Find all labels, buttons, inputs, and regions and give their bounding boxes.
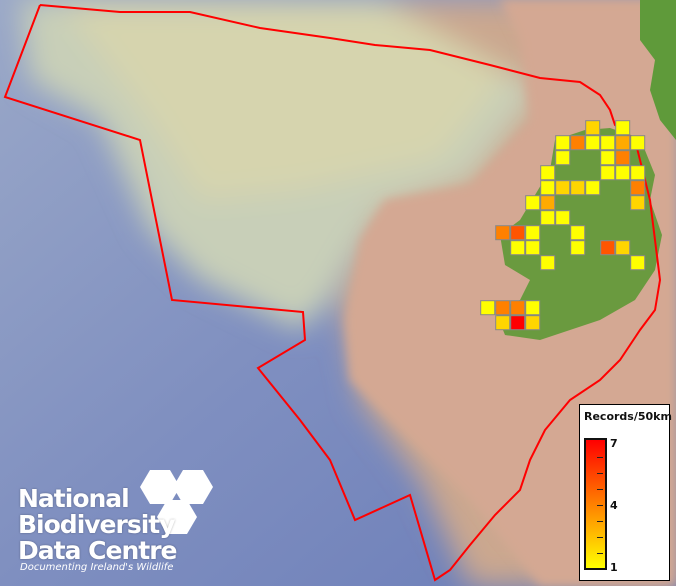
- record-cell[interactable]: [630, 255, 646, 271]
- legend-title: Records/50km: [584, 410, 672, 423]
- record-cell[interactable]: [570, 135, 586, 151]
- record-cell[interactable]: [630, 180, 646, 196]
- legend-mid-label: 4: [610, 499, 618, 512]
- logo-tagline: Documenting Ireland's Wildlife: [20, 562, 174, 573]
- record-cell[interactable]: [615, 150, 631, 166]
- record-cell[interactable]: [540, 195, 556, 211]
- record-grid: [480, 120, 646, 331]
- logo-line3: Data Centre: [18, 536, 177, 565]
- legend-tick: [597, 489, 603, 490]
- record-cell[interactable]: [495, 300, 511, 316]
- record-cell[interactable]: [525, 240, 541, 256]
- record-cell[interactable]: [540, 255, 556, 271]
- legend-tick: [597, 473, 603, 474]
- legend-tick: [597, 521, 603, 522]
- record-cell[interactable]: [600, 135, 616, 151]
- legend-min-label: 1: [610, 561, 618, 574]
- record-cell[interactable]: [510, 300, 526, 316]
- record-cell[interactable]: [510, 225, 526, 241]
- legend-color-ramp: [584, 438, 607, 570]
- record-cell[interactable]: [585, 135, 601, 151]
- record-cell[interactable]: [630, 195, 646, 211]
- record-cell[interactable]: [570, 180, 586, 196]
- record-cell[interactable]: [525, 315, 541, 331]
- record-cell[interactable]: [585, 120, 601, 136]
- legend-tick: [597, 553, 603, 554]
- record-cell[interactable]: [555, 150, 571, 166]
- record-cell[interactable]: [540, 210, 556, 226]
- record-cell[interactable]: [510, 315, 526, 331]
- record-cell[interactable]: [615, 240, 631, 256]
- record-cell[interactable]: [540, 165, 556, 181]
- boundary-line: [3, 4, 662, 582]
- logo-icon: [140, 470, 213, 534]
- logo-line1: National: [18, 484, 130, 513]
- record-cell[interactable]: [525, 300, 541, 316]
- record-cell[interactable]: [600, 165, 616, 181]
- record-cell[interactable]: [570, 225, 586, 241]
- logo-line2: Biodiversity: [18, 510, 176, 539]
- record-cell[interactable]: [495, 315, 511, 331]
- record-cell[interactable]: [525, 225, 541, 241]
- record-cell[interactable]: [480, 300, 496, 316]
- record-cell[interactable]: [555, 180, 571, 196]
- record-cell[interactable]: [540, 180, 556, 196]
- record-cell[interactable]: [585, 180, 601, 196]
- record-cell[interactable]: [555, 210, 571, 226]
- record-cell[interactable]: [600, 150, 616, 166]
- record-cell[interactable]: [495, 225, 511, 241]
- legend-tick: [597, 537, 603, 538]
- record-cell[interactable]: [630, 165, 646, 181]
- record-cell[interactable]: [510, 240, 526, 256]
- record-cell[interactable]: [615, 135, 631, 151]
- record-cell[interactable]: [600, 240, 616, 256]
- legend-tick: [597, 505, 603, 506]
- legend-max-label: 7: [610, 437, 618, 450]
- record-cell[interactable]: [615, 165, 631, 181]
- record-cell[interactable]: [570, 240, 586, 256]
- britain-landmass: [640, 0, 676, 140]
- legend-tick: [597, 457, 603, 458]
- map-legend: Records/50km 7 4 1: [579, 404, 672, 581]
- record-cell[interactable]: [630, 135, 646, 151]
- record-cell[interactable]: [615, 120, 631, 136]
- record-cell[interactable]: [525, 195, 541, 211]
- record-cell[interactable]: [555, 135, 571, 151]
